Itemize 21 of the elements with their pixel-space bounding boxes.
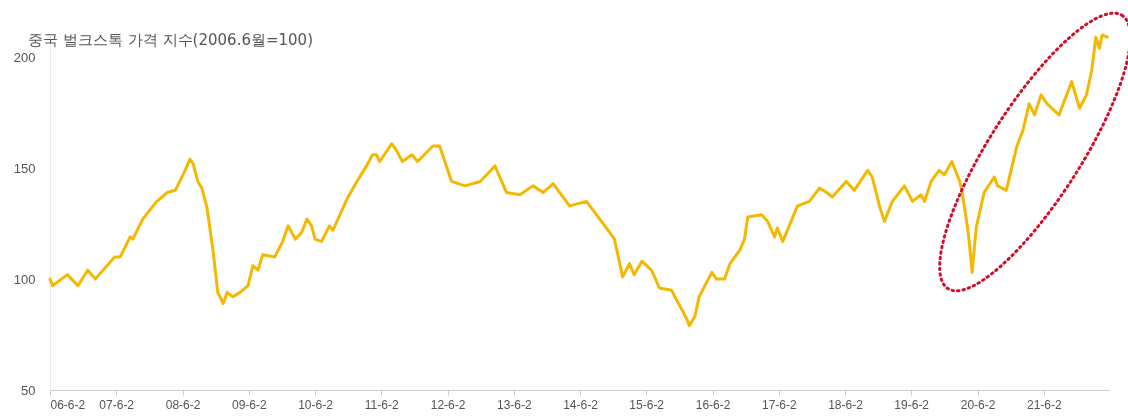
x-tick-label: 15-6-2 [629,397,665,412]
x-tick-label: 14-6-2 [563,397,599,412]
x-tick-label: 08-6-2 [165,397,201,412]
x-tick-label: 20-6-2 [960,397,996,412]
y-tick-label: 200 [13,49,36,65]
y-tick-label: 100 [13,271,36,287]
y-tick-label: 50 [21,382,36,398]
x-tick-label: 18-6-2 [828,397,864,412]
x-tick-label: 12-6-2 [430,397,466,412]
x-tick-label: 13-6-2 [496,397,532,412]
x-tick-label: 10-6-2 [298,397,334,412]
chart-title: 중국 벌크스톡 가격 지수(2006.6월=100) [28,30,314,49]
x-tick-label: 09-6-2 [231,397,267,412]
y-tick-label: 150 [13,160,36,176]
x-tick-label: 19-6-2 [894,397,930,412]
x-tick-label: 07-6-2 [99,397,135,412]
x-tick-label: 06-6-2 [50,397,86,412]
x-tick-label: 11-6-2 [364,397,399,412]
x-tick-label: 17-6-2 [761,397,797,412]
x-tick-label: 16-6-2 [695,397,731,412]
x-tick-label: 21-6-2 [1026,397,1062,412]
